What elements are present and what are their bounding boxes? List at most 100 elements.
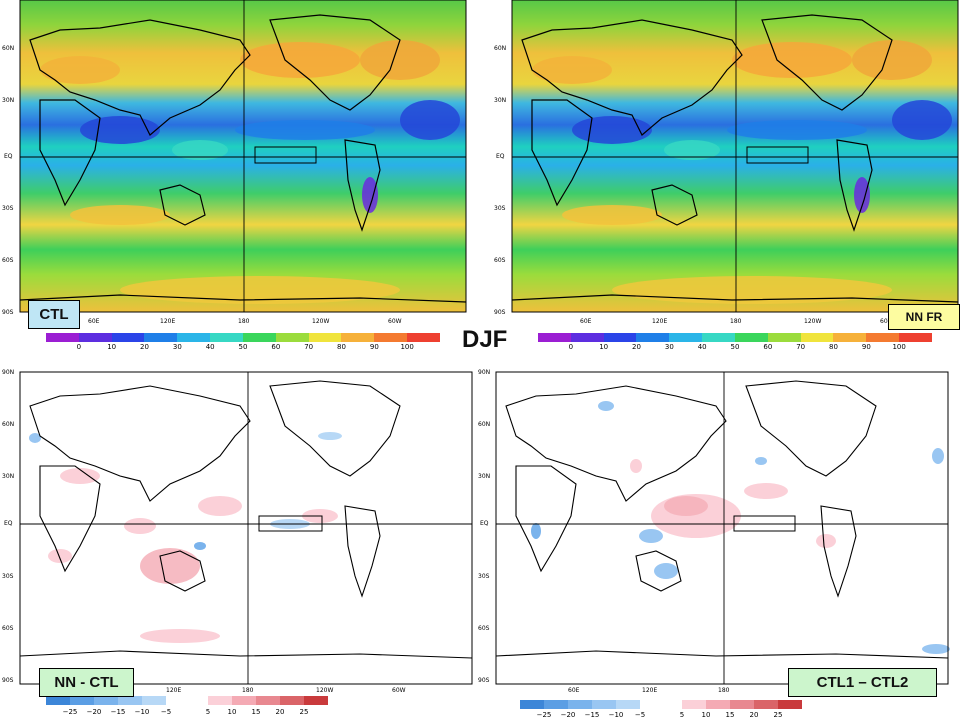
colorbar-diff-right-ticks: −25 −20 −15 −10 −5 5 10 15 20 25 <box>520 711 842 721</box>
lat-tick: 90N <box>478 369 491 376</box>
colorbar-swatch <box>570 333 604 342</box>
nnfr-coastlines <box>511 14 959 303</box>
lon-tick: 60W <box>388 318 402 325</box>
colorbar-tick-label: 60 <box>271 343 281 351</box>
colorbar-tick-label: 15 <box>725 711 735 719</box>
colorbar-ticks: 0 10 20 30 40 50 60 70 80 90 100 <box>46 342 440 352</box>
nnctl-coastlines <box>19 380 473 659</box>
colorbar-tick-label: −25 <box>536 711 552 719</box>
lat-tick: 60S <box>2 257 14 264</box>
colorbar-diff-right <box>520 700 802 709</box>
colorbar-tick-label: 25 <box>299 708 309 716</box>
colorbar-tick-label: 100 <box>400 343 414 351</box>
colorbar-swatches <box>538 333 932 342</box>
ctl-coastlines <box>19 14 467 303</box>
lat-tick: 30S <box>494 205 506 212</box>
colorbar-tick-label: −10 <box>134 708 150 716</box>
colorbar-tick-label: 15 <box>251 708 261 716</box>
colorbar-ticks: 0 10 20 30 40 50 60 70 80 90 100 <box>538 342 932 352</box>
colorbar-tick-label: 50 <box>238 343 248 351</box>
lon-tick: 180 <box>718 687 730 694</box>
lon-tick: 120W <box>316 687 334 694</box>
colorbar-tick-label: 100 <box>892 343 906 351</box>
colorbar-swatch <box>866 333 900 342</box>
colorbar-tick-label: 20 <box>749 711 759 719</box>
colorbar-swatch <box>592 700 616 709</box>
lon-tick: 180 <box>730 318 742 325</box>
lon-tick: 120W <box>804 318 822 325</box>
colorbar-tick-label: 10 <box>701 711 711 719</box>
colorbar-negative <box>520 700 640 709</box>
lat-tick: 60S <box>478 625 490 632</box>
nnfr-map-svg <box>511 0 959 313</box>
colorbar-positive <box>682 700 802 709</box>
lat-tick: 60S <box>2 625 14 632</box>
colorbar-tick-label: 5 <box>205 708 211 716</box>
lat-tick: 90S <box>478 677 490 684</box>
lon-tick: 120E <box>166 687 182 694</box>
colorbar-swatch <box>568 700 592 709</box>
ctl12-map-svg <box>495 371 950 685</box>
colorbar-swatch <box>767 333 801 342</box>
colorbar-tick-label: 25 <box>773 711 783 719</box>
colorbar-diff-left-ticks: −25 −20 −15 −10 −5 5 10 15 20 25 <box>46 708 368 718</box>
ctl-map-svg <box>19 0 467 313</box>
colorbar-tick-label: 5 <box>679 711 685 719</box>
lon-tick: 60E <box>568 687 580 694</box>
colorbar-swatch <box>78 333 112 342</box>
colorbar-swatch <box>111 333 145 342</box>
colorbar-swatch <box>603 333 637 342</box>
lat-tick: 60N <box>2 45 15 52</box>
lon-tick: 60W <box>880 318 894 325</box>
lon-tick: 120E <box>652 318 668 325</box>
lat-tick: 60N <box>478 421 491 428</box>
colorbar-tick-label: 10 <box>107 343 117 351</box>
season-label: DJF <box>462 326 508 353</box>
lat-tick: 30N <box>2 473 15 480</box>
lat-tick: 30S <box>478 573 490 580</box>
lat-tick: EQ <box>480 520 489 527</box>
colorbar-tick-label: −15 <box>584 711 600 719</box>
colorbar-swatch <box>232 696 256 705</box>
panel-label-nnfr: NN FR <box>888 304 960 330</box>
colorbar-tick-label: 60 <box>763 343 773 351</box>
colorbar-swatch <box>778 700 802 709</box>
ctl12-anomaly-patches <box>531 401 950 654</box>
colorbar-tick-label: 30 <box>664 343 674 351</box>
colorbar-swatch <box>899 333 932 342</box>
lat-tick: 30S <box>2 205 14 212</box>
lat-tick: 90S <box>494 309 506 316</box>
colorbar-tick-label: 0 <box>76 343 82 351</box>
colorbar-tick-label: −10 <box>608 711 624 719</box>
colorbar-tick-label: 70 <box>304 343 314 351</box>
colorbar-swatch <box>636 333 670 342</box>
colorbar-swatch <box>702 333 735 342</box>
colorbar-swatch <box>682 700 706 709</box>
colorbar-swatch <box>280 696 304 705</box>
colorbar-swatch <box>275 333 309 342</box>
colorbar-tick-label: −20 <box>560 711 576 719</box>
colorbar-tick-label: 90 <box>369 343 379 351</box>
colorbar-swatch <box>304 696 328 705</box>
colorbar-swatch <box>544 700 568 709</box>
colorbar-tick-label: 40 <box>697 343 707 351</box>
panel-ctl-map: 60N 30N EQ 30S 60S 90S 60E 120E 180 120W… <box>0 0 480 325</box>
lat-tick: 90S <box>2 677 14 684</box>
nnctl-anomaly-patches <box>29 432 342 643</box>
nnctl-study-region-box <box>258 515 323 532</box>
colorbar-swatch <box>308 333 342 342</box>
colorbar-swatch <box>730 700 754 709</box>
colorbar-tick-label: 90 <box>861 343 871 351</box>
panel-nnctl-map: 90N 60N 30N EQ 30S 60S 90S 60E 120E 180 … <box>0 366 480 696</box>
colorbar-swatch <box>734 333 768 342</box>
lat-tick: EQ <box>4 520 13 527</box>
colorbar-tick-label: 20 <box>140 343 149 351</box>
colorbar-tick-label: 10 <box>599 343 609 351</box>
colorbar-negative <box>46 696 166 705</box>
colorbar-diff-left <box>46 696 328 705</box>
colorbar-tick-label: −5 <box>160 708 172 716</box>
colorbar-swatch <box>144 333 178 342</box>
colorbar-tick-label: 20 <box>275 708 285 716</box>
colorbar-swatch <box>94 696 118 705</box>
lat-tick: 30S <box>2 573 14 580</box>
